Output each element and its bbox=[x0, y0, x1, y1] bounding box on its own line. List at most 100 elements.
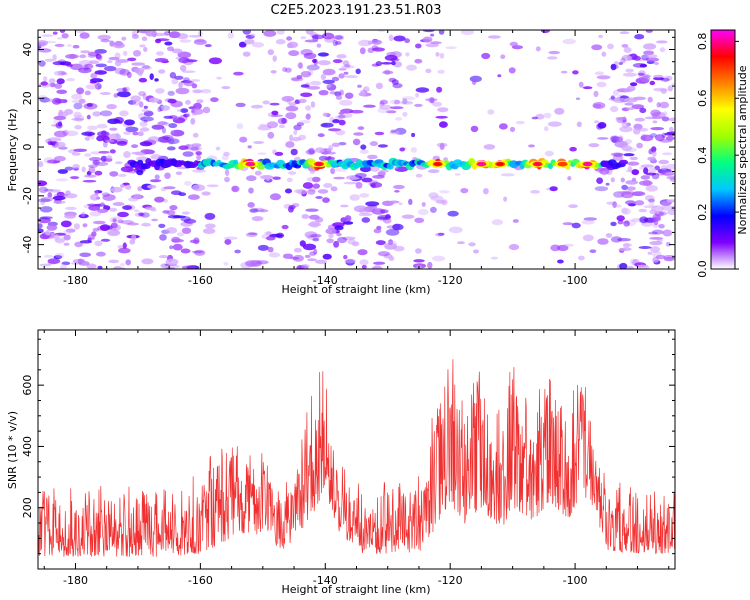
heatmap-cell bbox=[88, 157, 102, 162]
heatmap-cell bbox=[84, 90, 92, 96]
heatmap-cell bbox=[649, 80, 656, 86]
y-tick-label: -20 bbox=[21, 187, 34, 205]
heatmap-cell bbox=[46, 224, 58, 231]
heatmap-cell bbox=[648, 198, 655, 203]
heatmap-cell bbox=[158, 223, 166, 228]
heatmap-cell bbox=[126, 71, 132, 79]
heatmap-cell bbox=[247, 202, 255, 208]
heatmap-cell bbox=[607, 43, 614, 50]
heatmap-cell bbox=[141, 108, 149, 113]
heatmap-cell bbox=[223, 262, 229, 266]
heatmap-cell bbox=[343, 181, 358, 185]
heatmap-cell bbox=[108, 259, 120, 264]
heatmap-cell bbox=[55, 178, 69, 182]
heatmap-cell bbox=[668, 117, 675, 122]
heatmap-cell bbox=[179, 39, 192, 43]
heatmap-cell bbox=[54, 43, 65, 47]
colorbar-scale bbox=[710, 29, 736, 270]
heatmap-cell bbox=[648, 167, 657, 174]
heatmap-cell bbox=[627, 265, 634, 269]
heatmap-cell bbox=[500, 173, 515, 177]
heatmap-hotspot bbox=[315, 162, 323, 166]
heatmap-cell bbox=[293, 247, 302, 253]
heatmap-cell bbox=[141, 258, 154, 265]
heatmap-cell bbox=[79, 54, 87, 59]
heatmap-cell bbox=[358, 212, 373, 217]
heatmap-cell bbox=[373, 261, 386, 265]
heatmap-cell bbox=[438, 30, 445, 35]
heatmap-cell bbox=[53, 255, 63, 260]
heatmap-cell bbox=[645, 172, 657, 176]
heatmap-cell bbox=[70, 63, 83, 70]
heatmap-cell bbox=[281, 95, 295, 102]
heatmap-cell bbox=[323, 183, 333, 188]
heatmap-cell bbox=[285, 67, 292, 73]
heatmap-cell bbox=[40, 81, 48, 86]
heatmap-cell bbox=[352, 138, 361, 146]
heatmap-cell bbox=[38, 198, 51, 203]
heatmap-cell bbox=[141, 222, 152, 227]
heatmap-cell bbox=[190, 146, 199, 151]
heatmap-cell bbox=[594, 120, 600, 124]
heatmap-cell bbox=[610, 177, 615, 183]
heatmap-cell bbox=[147, 136, 160, 143]
x-tick-label: -180 bbox=[63, 574, 88, 587]
heatmap-cell bbox=[322, 68, 336, 76]
spectrogram-panel: -180 -160 -140 -120 -100 -40 -20 0 20 40 Height … bbox=[6, 29, 676, 296]
heatmap-cell bbox=[360, 144, 367, 150]
heatmap-cell bbox=[200, 88, 212, 94]
heatmap-cell bbox=[641, 54, 649, 61]
heatmap-cell bbox=[472, 79, 477, 86]
heatmap-cell bbox=[560, 70, 568, 74]
heatmap-cell bbox=[188, 34, 203, 38]
heatmap-cell bbox=[140, 65, 152, 70]
heatmap-cell bbox=[576, 121, 582, 128]
heatmap-cell bbox=[557, 244, 569, 252]
heatmap-cell bbox=[394, 166, 408, 173]
heatmap-cell bbox=[437, 107, 449, 113]
heatmap-cell bbox=[333, 240, 340, 248]
heatmap-cell bbox=[660, 88, 667, 94]
heatmap-cell bbox=[414, 217, 425, 223]
heatmap-cell bbox=[636, 142, 643, 149]
heatmap-cell bbox=[65, 206, 77, 210]
heatmap-cell bbox=[262, 100, 270, 105]
heatmap-cell bbox=[285, 188, 292, 194]
heatmap-cell bbox=[293, 124, 302, 131]
heatmap-cell bbox=[63, 242, 70, 246]
heatmap-cell bbox=[612, 97, 627, 103]
heatmap-cell bbox=[100, 39, 111, 43]
heatmap-cell bbox=[336, 232, 342, 237]
heatmap-cell bbox=[509, 126, 516, 133]
heatmap-cell bbox=[395, 117, 403, 121]
heatmap-cell bbox=[159, 234, 167, 241]
heatmap-cell bbox=[223, 151, 230, 157]
heatmap-cell bbox=[112, 202, 125, 206]
heatmap-cell bbox=[54, 141, 66, 148]
heatmap-cell bbox=[639, 107, 647, 114]
heatmap-cell bbox=[610, 106, 619, 113]
heatmap-cell bbox=[87, 125, 98, 130]
heatmap-cell bbox=[398, 202, 403, 206]
heatmap-cell bbox=[192, 132, 199, 138]
heatmap-cell bbox=[304, 254, 311, 258]
heatmap-cell bbox=[61, 72, 68, 75]
heatmap-cell bbox=[74, 30, 86, 34]
heatmap-cell bbox=[454, 173, 461, 176]
heatmap-cell bbox=[599, 167, 610, 175]
heatmap-cell bbox=[429, 97, 435, 104]
heatmap-cell bbox=[247, 145, 252, 149]
heatmap-cell bbox=[269, 102, 280, 106]
heatmap-cell bbox=[322, 253, 332, 260]
heatmap-cell bbox=[402, 112, 408, 117]
heatmap-cell bbox=[337, 114, 346, 119]
heatmap-cell bbox=[92, 160, 99, 164]
heatmap-cell bbox=[605, 182, 610, 186]
heatmap-cell bbox=[468, 242, 476, 247]
heatmap-cell bbox=[666, 199, 675, 203]
heatmap-cell bbox=[138, 212, 144, 217]
heatmap-cell bbox=[320, 122, 334, 128]
heatmap-cell bbox=[183, 180, 192, 186]
heatmap-cell bbox=[168, 31, 181, 39]
heatmap-cell bbox=[185, 59, 198, 63]
